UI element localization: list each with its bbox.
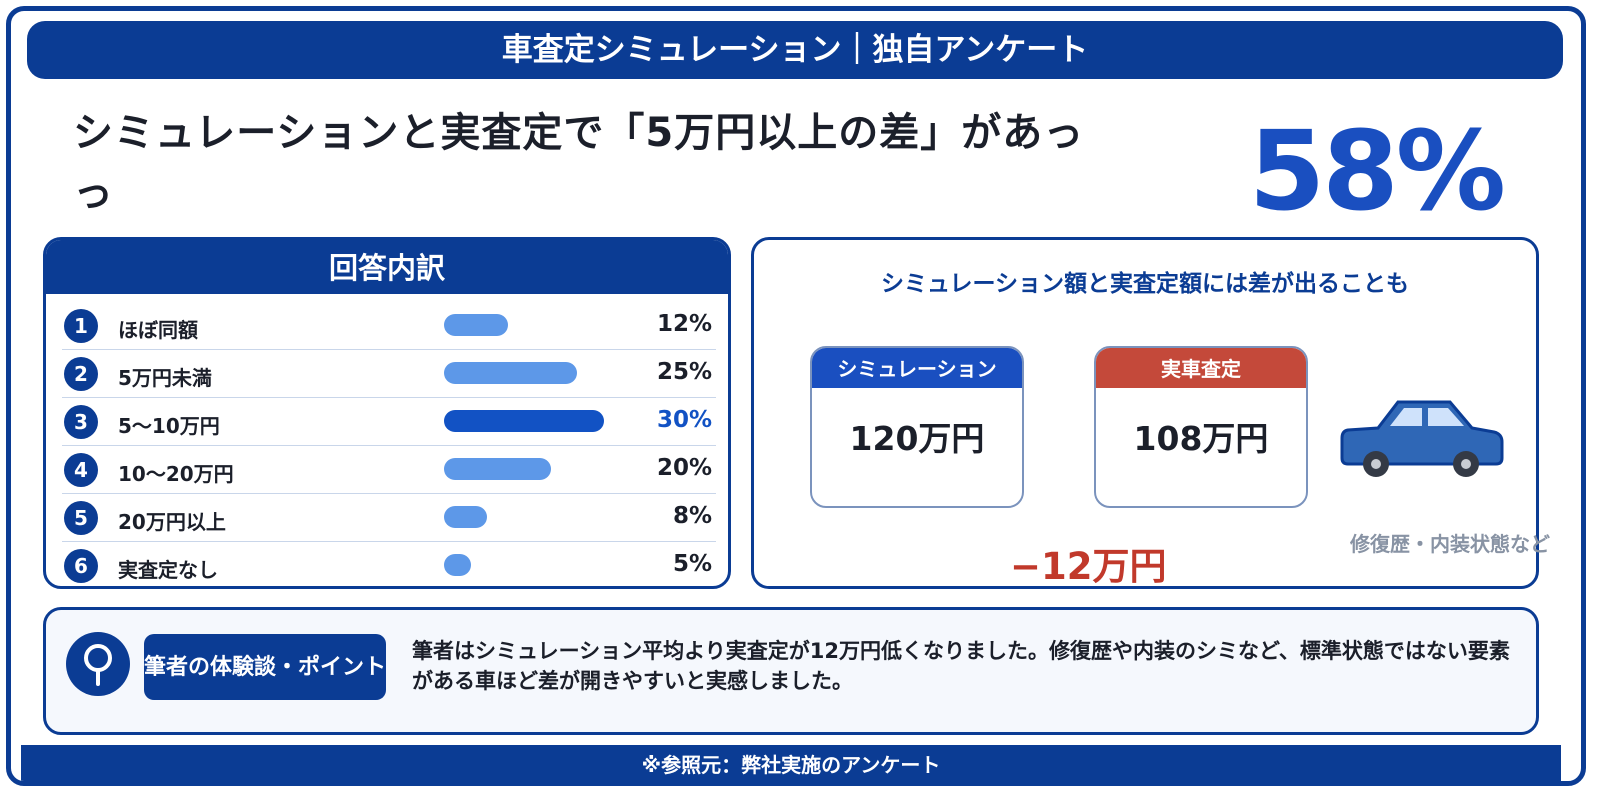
row-label: 5万円未満 [118, 366, 212, 390]
real-appraisal-card-label: 実車査定 [1096, 348, 1306, 388]
row-label: 10〜20万円 [118, 462, 234, 486]
source-footer: ※参照元：弊社実施のアンケート [21, 745, 1561, 781]
comparison-title: シミュレーション額と実査定額には差が出ることも [880, 271, 1410, 297]
title-banner: 車査定シミュレーション｜独自アンケート [27, 21, 1563, 79]
row-percent-label: 12% [656, 311, 712, 337]
simulation-card: シミュレーション 120万円 [810, 346, 1024, 508]
breakdown-row: 1 ほぼ同額 12% [62, 302, 716, 350]
bar-mark [444, 410, 604, 432]
difference-amount: −12万円 [1010, 545, 1167, 588]
location-pin-icon [66, 632, 130, 696]
row-label: 20万円以上 [118, 510, 226, 534]
headline-tail: っ [73, 170, 114, 216]
car-icon [1340, 400, 1504, 477]
real-appraisal-card: 実車査定 108万円 [1094, 346, 1308, 508]
experience-panel: 筆者の体験談・ポイント 筆者はシミュレーション平均より実査定が12万円低くなりま… [43, 607, 1539, 735]
row-percent-label: 8% [672, 503, 712, 529]
experience-tag: 筆者の体験談・ポイント [144, 634, 386, 700]
experience-text: 筆者はシミュレーション平均より実査定が12万円低くなりました。修復歴や内装のシミ… [412, 639, 1510, 693]
breakdown-row: 3 5〜10万円 30% [62, 398, 716, 446]
bar-mark [444, 458, 551, 480]
row-number-badge: 4 [64, 453, 98, 487]
row-label: ほぼ同額 [118, 318, 198, 342]
row-percent-label: 25% [656, 359, 712, 385]
row-percent-label: 30% [656, 407, 712, 433]
infographic-frame: 車査定シミュレーション｜独自アンケート シミュレーションと実査定で「5万円以上の… [6, 6, 1586, 786]
bar-mark [444, 554, 471, 576]
bar-mark [444, 362, 577, 384]
real-appraisal-card-value: 108万円 [1133, 419, 1269, 458]
headline: シミュレーションと実査定で「5万円以上の差」があっ っ [73, 103, 1113, 223]
row-number-badge: 2 [64, 357, 98, 391]
row-percent-label: 5% [672, 551, 712, 577]
big-percentage: 58% [1248, 107, 1506, 235]
breakdown-title: 回答内訳 [46, 240, 728, 294]
breakdown-rows: 1 ほぼ同額 12% 2 5万円未満 25% 3 5〜10万円 30% 4 10〜20万円 20% 5 2… [62, 302, 716, 586]
bar-mark [444, 314, 508, 336]
bar-mark [444, 506, 487, 528]
row-number-badge: 1 [64, 309, 98, 343]
difference-note: 修復歴・内装状態など [1350, 532, 1550, 556]
row-percent-label: 20% [656, 455, 712, 481]
simulation-card-value: 120万円 [849, 419, 985, 458]
simulation-card-label: シミュレーション [812, 348, 1022, 388]
headline-text: シミュレーションと実査定で「5万円以上の差」があっ [73, 110, 1085, 156]
breakdown-row: 4 10〜20万円 20% [62, 446, 716, 494]
row-number-badge: 6 [64, 549, 98, 583]
row-number-badge: 5 [64, 501, 98, 535]
comparison-panel: シミュレーション額と実査定額には差が出ることも シミュレーション 120万円 実… [751, 237, 1550, 589]
breakdown-row: 2 5万円未満 25% [62, 350, 716, 398]
breakdown-row: 5 20万円以上 8% [62, 494, 716, 542]
row-label: 実査定なし [118, 558, 218, 582]
row-number-badge: 3 [64, 405, 98, 439]
row-label: 5〜10万円 [118, 414, 220, 438]
breakdown-panel: 回答内訳 1 ほぼ同額 12% 2 5万円未満 25% 3 5〜10万円 30% 4 10〜20万円… [43, 237, 731, 589]
breakdown-row: 6 実査定なし 5% [62, 542, 716, 586]
